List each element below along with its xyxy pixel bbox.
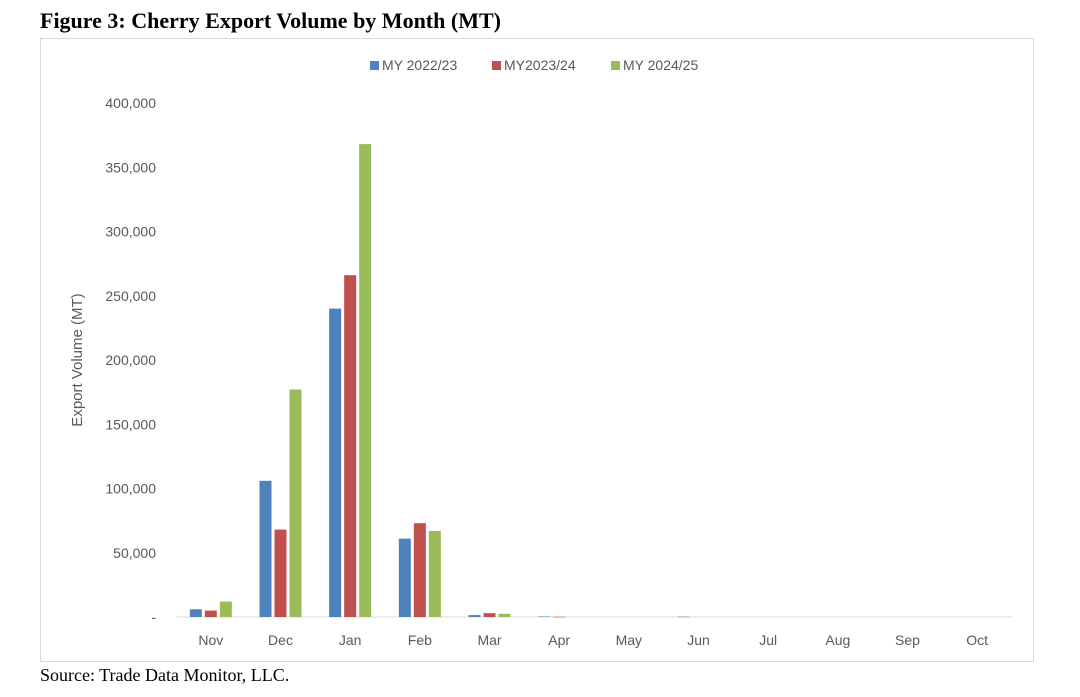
bar (344, 275, 357, 617)
legend-swatch (492, 61, 501, 70)
bars (189, 144, 690, 618)
bar (538, 616, 551, 617)
x-tick-label: Mar (477, 632, 501, 648)
bar (483, 613, 496, 617)
x-tick-label: Aug (825, 632, 850, 648)
x-tick-label: Dec (268, 632, 293, 648)
x-axis: Nov Dec Jan Feb Mar Apr May Jun Jul Aug Sep Oct (176, 616, 1012, 648)
x-tick-label: Jul (759, 632, 777, 648)
bar (428, 530, 441, 617)
bar (204, 610, 217, 617)
y-tick-label: 250,000 (105, 288, 156, 304)
y-axis-title: Export Volume (MT) (69, 293, 86, 426)
y-tick-label: 200,000 (105, 352, 156, 368)
bar (219, 601, 232, 617)
bar (553, 616, 566, 618)
legend: MY 2022/23 MY2023/24 MY 2024/25 (370, 57, 698, 73)
figure-title: Figure 3: Cherry Export Volume by Month … (40, 8, 501, 33)
y-tick-label: 150,000 (105, 416, 156, 432)
y-axis: - 50,000 100,000 150,000 200,000 250,000 300,0… (105, 95, 156, 625)
x-tick-label: Oct (966, 632, 988, 648)
y-tick-label: 350,000 (105, 159, 156, 175)
bar (398, 538, 411, 617)
y-tick-label: 100,000 (105, 481, 156, 497)
chart-frame (40, 38, 1034, 662)
x-tick-label: Feb (408, 632, 432, 648)
x-tick-label: Jan (339, 632, 362, 648)
legend-swatch (611, 61, 620, 70)
legend-swatch (370, 61, 379, 70)
x-tick-label: Sep (895, 632, 920, 648)
bar (359, 144, 372, 617)
bar (189, 609, 202, 617)
bar (274, 529, 287, 617)
x-tick-label: Apr (548, 632, 570, 648)
x-tick-label: Nov (198, 632, 223, 648)
bar (329, 308, 342, 617)
legend-label: MY 2024/25 (623, 57, 698, 73)
bar (289, 389, 302, 617)
y-tick-label: - (151, 609, 156, 625)
bar (498, 613, 511, 617)
bar (259, 480, 272, 617)
bar (468, 615, 481, 617)
bar (677, 616, 690, 618)
legend-label: MY2023/24 (504, 57, 576, 73)
y-tick-label: 400,000 (105, 95, 156, 111)
y-tick-label: 300,000 (105, 224, 156, 240)
y-tick-label: 50,000 (113, 545, 156, 561)
x-tick-label: Jun (687, 632, 710, 648)
x-tick-label: May (616, 632, 642, 648)
legend-label: MY 2022/23 (382, 57, 457, 73)
figure-source: Source: Trade Data Monitor, LLC. (40, 665, 290, 685)
bar (413, 523, 426, 617)
